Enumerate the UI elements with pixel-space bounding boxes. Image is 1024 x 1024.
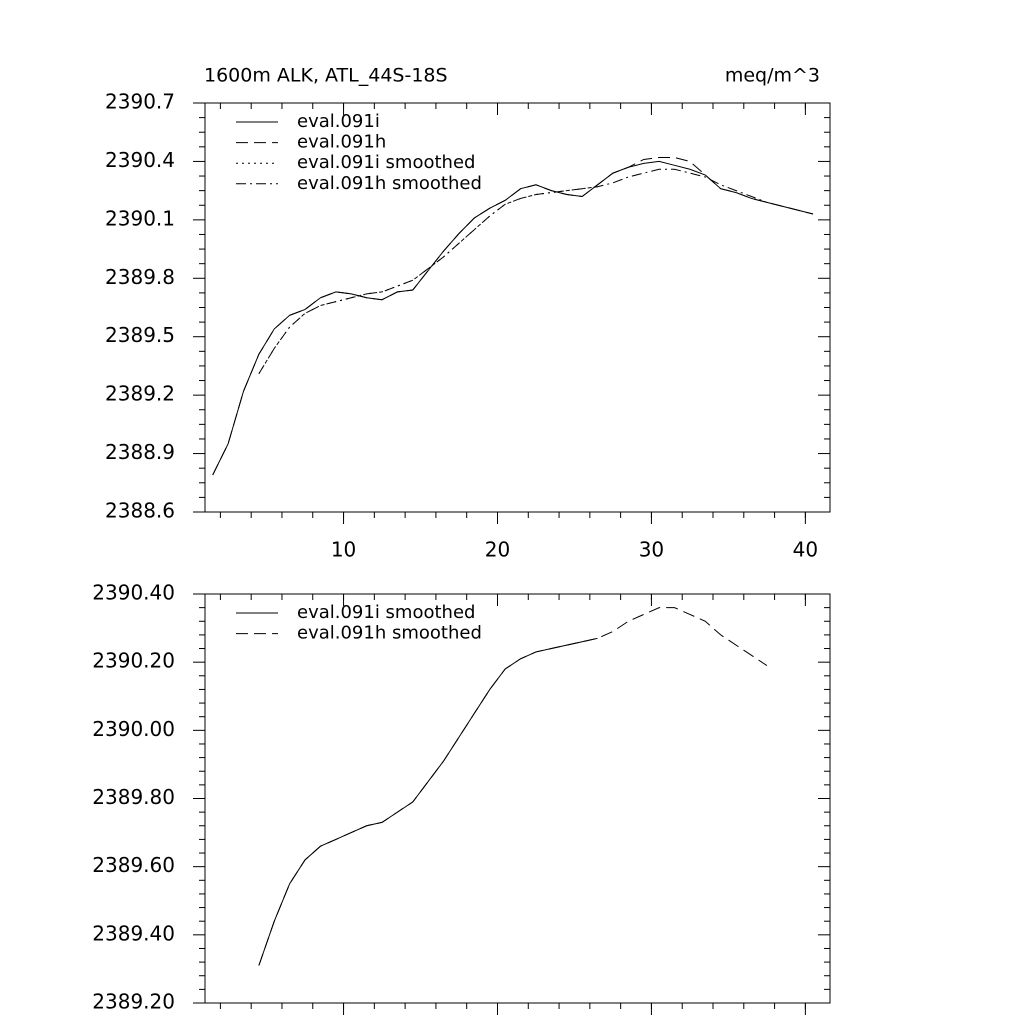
y-tick-label: 2389.8 (105, 265, 175, 289)
y-tick-label: 2389.80 (92, 785, 175, 809)
y-tick-label: 2388.9 (105, 440, 175, 464)
plot-frame (204, 593, 831, 1004)
y-tick-label: 2388.6 (105, 499, 175, 523)
series-line (258, 637, 598, 966)
legend-label: eval.091i smoothed (297, 152, 475, 173)
x-tick-label: 10 (331, 538, 356, 562)
legend-label: eval.091i smoothed (297, 602, 475, 623)
series-line (258, 186, 598, 374)
y-tick-label: 2390.1 (105, 206, 175, 230)
x-tick-label: 30 (639, 538, 664, 562)
legend-label: eval.091h smoothed (297, 173, 482, 194)
series-line (212, 157, 814, 476)
x-tick-label: 40 (793, 538, 818, 562)
y-tick-label: 2390.4 (105, 148, 175, 172)
y-tick-label: 2390.20 (92, 649, 175, 673)
y-tick-label: 2389.5 (105, 323, 175, 347)
y-tick-label: 2389.40 (92, 921, 175, 945)
units-label: meq/m^3 (725, 65, 820, 87)
series-line (212, 160, 814, 476)
y-tick-label: 2389.60 (92, 853, 175, 877)
legend-label: eval.091i (297, 111, 380, 132)
legend-label: eval.091h (297, 132, 386, 153)
x-tick-label: 20 (485, 538, 510, 562)
y-tick-label: 2390.00 (92, 717, 175, 741)
y-tick-label: 2390.40 (92, 581, 175, 605)
series-line (258, 168, 768, 374)
legend-label: eval.091h smoothed (297, 623, 482, 644)
chart-title: 1600m ALK, ATL_44S-18S (204, 65, 448, 87)
y-tick-label: 2389.2 (105, 382, 175, 406)
y-tick-label: 2390.7 (105, 90, 175, 114)
series-line (258, 607, 768, 966)
y-tick-label: 2389.20 (92, 990, 175, 1014)
